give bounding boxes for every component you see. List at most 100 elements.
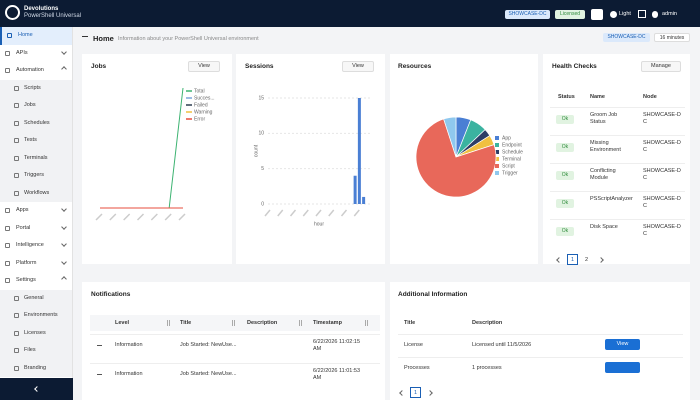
y-tick-label: 0: [261, 201, 264, 207]
sort-icon[interactable]: [232, 320, 235, 326]
server-badge: SHOWCASE-DC: [505, 10, 550, 19]
manage-button[interactable]: Manage: [641, 61, 681, 72]
column-header: Level: [115, 320, 130, 326]
brand: Devolutions: [24, 6, 59, 12]
item-icon: [14, 365, 19, 371]
page-button[interactable]: 1: [567, 254, 578, 265]
view-button[interactable]: [605, 362, 640, 373]
uptime-chip: 16 minutes: [654, 33, 690, 42]
item-icon: [14, 330, 19, 336]
legend-swatch: [495, 171, 499, 175]
table-row-divider: [550, 163, 685, 164]
sort-icon[interactable]: [167, 320, 170, 326]
item-label: Branding: [24, 364, 47, 371]
product: PowerShell Universal: [24, 13, 82, 19]
item-label: Portal: [16, 224, 31, 231]
x-tick-label-placeholder: [289, 209, 297, 217]
sidebar-item[interactable]: Automation: [0, 62, 72, 80]
user-icon[interactable]: [652, 11, 658, 18]
sidebar-item[interactable]: Home: [0, 27, 72, 45]
x-tick-label-placeholder: [302, 209, 309, 217]
back-arrow[interactable]: [82, 36, 88, 37]
item-icon: [7, 33, 12, 38]
x-tick-label-placeholder: [95, 213, 103, 221]
check-name: Groom Job Status: [590, 112, 618, 125]
card-title: Health Checks: [552, 63, 597, 70]
check-name: PSScriptAnalyzer: [590, 196, 633, 202]
title: License: [404, 342, 423, 348]
sidebar-item[interactable]: Intelligence: [0, 237, 72, 255]
license-badge: Licensed: [555, 10, 585, 19]
sidebar-item[interactable]: Platform: [0, 254, 72, 272]
item-label: Workflows: [24, 189, 50, 196]
sidebar-item[interactable]: Jobs: [0, 97, 72, 115]
sidebar-item[interactable]: Triggers: [0, 167, 72, 185]
sidebar-item[interactable]: Tests: [0, 132, 72, 150]
topbar: Devolutions PowerShell Universal SHOWCAS…: [0, 0, 700, 27]
sidebar-item[interactable]: Environments: [0, 307, 72, 325]
sidebar-item[interactable]: General: [0, 289, 72, 307]
timestamp: 6/22/2026 11:01:53 AM: [313, 368, 360, 381]
card-title: Additional Information: [398, 291, 468, 298]
item-icon: [14, 348, 19, 353]
item-icon: [14, 313, 19, 318]
x-tick-label-placeholder: [178, 213, 186, 221]
sidebar-item[interactable]: APIs: [0, 44, 72, 62]
card-title: Sessions: [245, 63, 274, 70]
sidebar-item[interactable]: Settings: [0, 272, 72, 290]
expand-icon[interactable]: [97, 345, 102, 346]
sidebar-item[interactable]: Files: [0, 342, 72, 360]
status-badge: Ok: [556, 227, 574, 236]
item-label: Terminals: [24, 154, 48, 161]
sidebar-item[interactable]: Branding: [0, 359, 72, 377]
window-icon[interactable]: [638, 10, 646, 18]
sort-icon[interactable]: [365, 320, 368, 326]
title: Processes: [404, 365, 430, 371]
sidebar-item[interactable]: Schedules: [0, 114, 72, 132]
column-header: Title: [180, 320, 192, 326]
settings-button[interactable]: [591, 9, 603, 20]
collapse-bar[interactable]: [0, 378, 73, 400]
view-button[interactable]: View: [188, 61, 220, 72]
item-label: Files: [24, 347, 36, 353]
item-icon: [5, 208, 10, 213]
card-title: Notifications: [91, 291, 131, 298]
expand-icon[interactable]: [97, 374, 102, 375]
page-button[interactable]: 2: [584, 257, 589, 263]
sidebar-item[interactable]: Licenses: [0, 324, 72, 342]
timestamp: 6/22/2026 11:02:15 AM: [313, 339, 360, 352]
page-title: Home: [93, 34, 114, 43]
x-tick-label-placeholder: [328, 209, 335, 217]
sidebar-item[interactable]: Terminals: [0, 149, 72, 167]
item-icon: [14, 103, 19, 108]
column-header: Node: [643, 94, 657, 100]
status-badge: Ok: [556, 199, 574, 208]
theme-toggle[interactable]: [610, 11, 617, 18]
view-button[interactable]: View: [342, 61, 374, 72]
page-button[interactable]: 1: [410, 387, 421, 398]
table-row-divider: [550, 219, 685, 220]
sort-icon[interactable]: [299, 320, 302, 326]
sidebar-item[interactable]: Scripts: [0, 79, 72, 97]
description: 1 processes: [472, 365, 502, 371]
item-label: Apps: [16, 207, 29, 213]
legend-label: Script: [502, 163, 515, 169]
x-tick-label-placeholder: [150, 213, 158, 221]
item-icon: [14, 173, 19, 178]
logo[interactable]: [5, 5, 20, 20]
sidebar-item[interactable]: Apps: [0, 202, 72, 220]
column-header: Description: [247, 320, 278, 326]
check-name: Conflicting Module: [590, 168, 616, 181]
user-name[interactable]: admin: [662, 11, 677, 17]
pie-slice: [443, 116, 457, 158]
sidebar-item[interactable]: Portal: [0, 219, 72, 237]
view-button[interactable]: View: [605, 339, 640, 350]
x-tick-label-placeholder: [164, 213, 172, 221]
item-label: Tests: [24, 137, 37, 143]
item-icon: [5, 50, 10, 56]
sidebar-item[interactable]: Workflows: [0, 184, 72, 202]
legend-swatch: [495, 157, 499, 161]
table-row-divider: [398, 334, 683, 335]
item-icon: [5, 225, 10, 231]
legend-label: Schedule: [502, 149, 523, 155]
